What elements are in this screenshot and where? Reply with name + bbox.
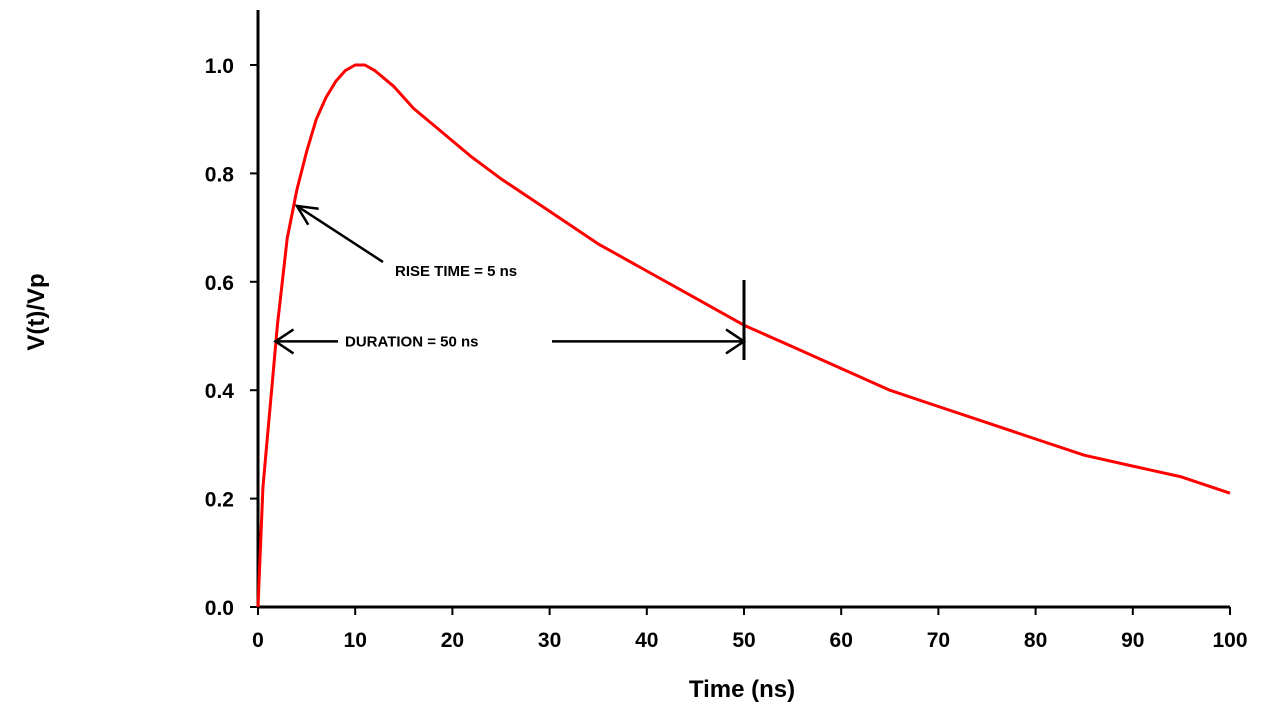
x-tick-label: 0 xyxy=(252,629,264,652)
x-axis-ticks: 0 10 20 30 40 50 60 70 80 90 100 xyxy=(252,607,1248,652)
y-tick-label: 0.0 xyxy=(205,597,234,620)
x-tick-label: 30 xyxy=(538,629,561,652)
x-tick-label: 40 xyxy=(635,629,658,652)
y-tick-label: 0.8 xyxy=(205,163,235,186)
annotations: RISE TIME = 5 ns DURATION = 50 ns xyxy=(273,204,747,360)
x-tick-label: 50 xyxy=(732,629,755,652)
rise-time-arrow-shaft xyxy=(296,204,384,264)
x-tick-label: 60 xyxy=(830,629,853,652)
y-tick-label: 0.2 xyxy=(205,489,234,512)
y-axis-ticks: 0.0 0.2 0.4 0.6 0.8 1.0 xyxy=(205,55,258,620)
x-tick-label: 80 xyxy=(1024,629,1047,652)
duration-arrowhead-left xyxy=(273,328,295,355)
x-tick-label: 90 xyxy=(1121,629,1144,652)
rise-time-arrowhead xyxy=(294,204,319,226)
x-tick-label: 70 xyxy=(927,629,950,652)
x-tick-label: 100 xyxy=(1212,629,1247,652)
y-tick-label: 0.4 xyxy=(205,380,235,403)
rise-time-label: RISE TIME = 5 ns xyxy=(395,263,517,280)
duration-label: DURATION = 50 ns xyxy=(345,333,479,350)
series-layer xyxy=(256,63,1231,608)
y-tick-label: 0.6 xyxy=(205,272,234,295)
x-axis-label: Time (ns) xyxy=(689,676,795,703)
series-line xyxy=(256,63,1231,608)
y-tick-label: 1.0 xyxy=(205,55,234,78)
x-tick-label: 20 xyxy=(441,629,464,652)
y-axis-label: V(t)/Vp xyxy=(23,273,50,350)
x-tick-label: 10 xyxy=(344,629,367,652)
